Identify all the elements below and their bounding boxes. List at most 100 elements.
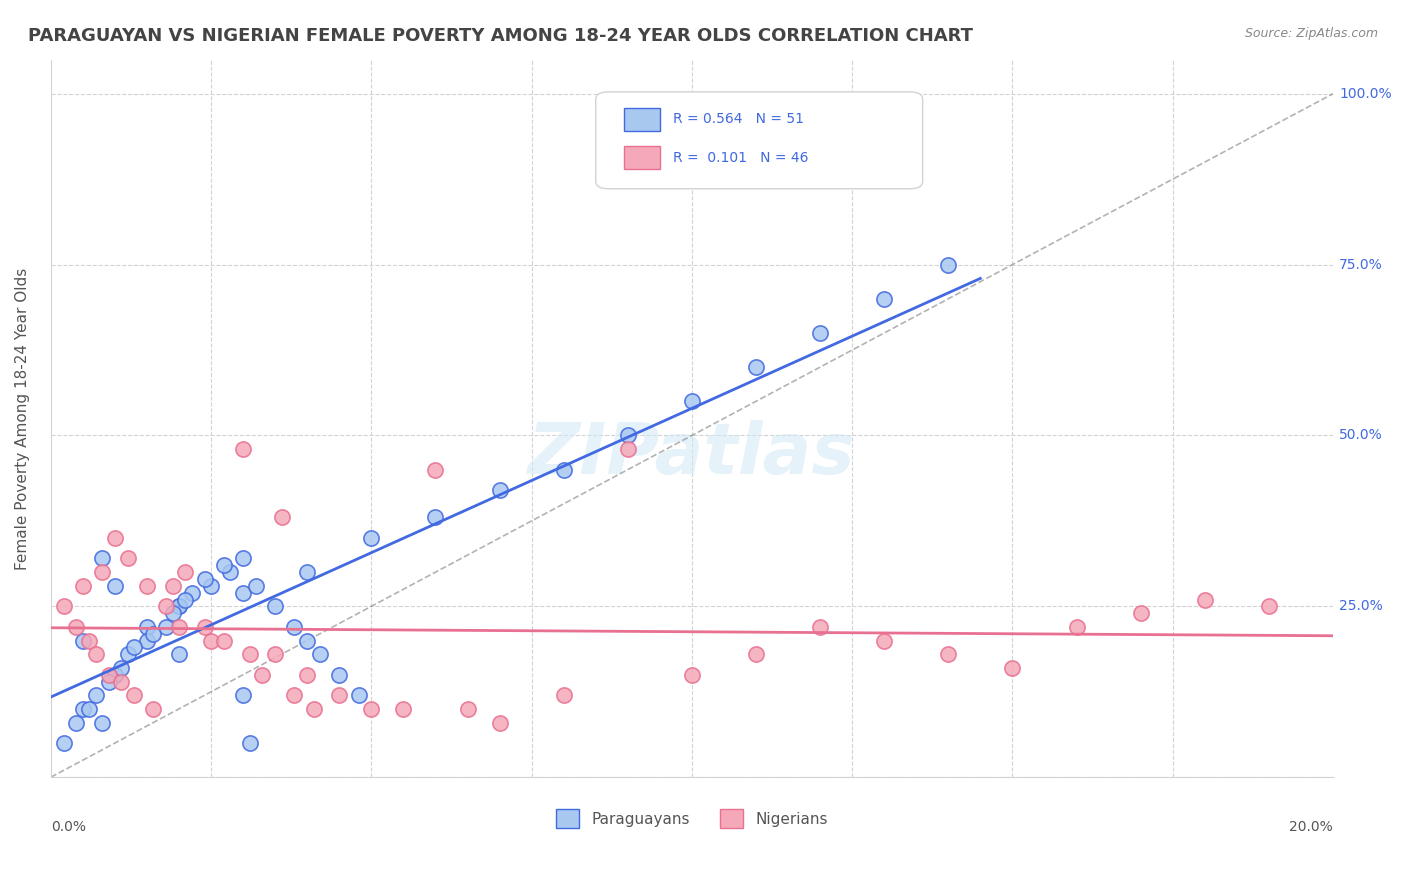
Point <box>167 620 190 634</box>
Point <box>488 715 510 730</box>
Point <box>297 565 319 579</box>
Text: 50.0%: 50.0% <box>1340 428 1384 442</box>
Point <box>84 647 107 661</box>
Point <box>347 688 370 702</box>
Point <box>425 463 447 477</box>
Point <box>91 715 114 730</box>
Point <box>155 599 177 614</box>
Text: 0.0%: 0.0% <box>51 821 86 834</box>
Point <box>162 606 184 620</box>
Point <box>97 667 120 681</box>
FancyBboxPatch shape <box>624 145 659 169</box>
Point <box>194 620 217 634</box>
Point <box>553 463 575 477</box>
Point <box>104 667 127 681</box>
Point <box>117 647 139 661</box>
Point <box>238 736 260 750</box>
Point <box>392 702 415 716</box>
Point <box>122 688 145 702</box>
Point <box>309 647 332 661</box>
Point <box>142 702 165 716</box>
Point <box>122 640 145 655</box>
Point <box>72 633 94 648</box>
Point <box>104 579 127 593</box>
Point <box>142 626 165 640</box>
FancyBboxPatch shape <box>624 108 659 131</box>
Text: 20.0%: 20.0% <box>1289 821 1333 834</box>
Point <box>457 702 479 716</box>
Point <box>936 647 959 661</box>
Point <box>936 258 959 272</box>
Point <box>212 633 235 648</box>
Text: 25.0%: 25.0% <box>1340 599 1384 614</box>
Point <box>808 326 831 340</box>
Point <box>52 736 75 750</box>
Point <box>232 585 254 599</box>
Point <box>52 599 75 614</box>
Point <box>91 565 114 579</box>
Point <box>264 647 287 661</box>
Point <box>297 667 319 681</box>
Point <box>162 579 184 593</box>
Point <box>136 620 159 634</box>
Point <box>328 667 350 681</box>
Point <box>488 483 510 497</box>
Point <box>65 620 87 634</box>
Point <box>745 360 768 375</box>
Point <box>155 620 177 634</box>
Point <box>1257 599 1279 614</box>
Point <box>174 592 197 607</box>
Text: 100.0%: 100.0% <box>1340 87 1392 101</box>
Point <box>1066 620 1088 634</box>
Point <box>283 688 305 702</box>
Point <box>200 633 222 648</box>
Text: 75.0%: 75.0% <box>1340 258 1384 272</box>
Point <box>553 688 575 702</box>
Text: R = 0.564   N = 51: R = 0.564 N = 51 <box>672 112 804 126</box>
Point <box>1194 592 1216 607</box>
Point <box>91 551 114 566</box>
Point <box>360 702 382 716</box>
Point <box>84 688 107 702</box>
Point <box>425 510 447 524</box>
Point <box>873 633 896 648</box>
Point <box>72 579 94 593</box>
Point <box>745 647 768 661</box>
Point <box>1129 606 1152 620</box>
Point <box>1001 661 1024 675</box>
Point <box>136 633 159 648</box>
Point <box>167 599 190 614</box>
Point <box>136 579 159 593</box>
Point <box>72 702 94 716</box>
Point <box>245 579 267 593</box>
Point <box>110 661 132 675</box>
Text: ZIPatlas: ZIPatlas <box>529 420 856 489</box>
Point <box>200 579 222 593</box>
Point <box>264 599 287 614</box>
Point <box>110 674 132 689</box>
Point <box>681 394 703 409</box>
Point <box>232 442 254 457</box>
Point <box>180 585 202 599</box>
Text: PARAGUAYAN VS NIGERIAN FEMALE POVERTY AMONG 18-24 YEAR OLDS CORRELATION CHART: PARAGUAYAN VS NIGERIAN FEMALE POVERTY AM… <box>28 27 973 45</box>
Point <box>104 667 127 681</box>
Point <box>167 599 190 614</box>
Point <box>194 572 217 586</box>
Point <box>238 647 260 661</box>
Point <box>104 531 127 545</box>
FancyBboxPatch shape <box>596 92 922 189</box>
Point <box>79 702 101 716</box>
Point <box>616 442 638 457</box>
Text: Source: ZipAtlas.com: Source: ZipAtlas.com <box>1244 27 1378 40</box>
Point <box>232 688 254 702</box>
Point <box>167 647 190 661</box>
Point <box>302 702 325 716</box>
Point <box>219 565 242 579</box>
Point <box>232 551 254 566</box>
Point <box>97 674 120 689</box>
Y-axis label: Female Poverty Among 18-24 Year Olds: Female Poverty Among 18-24 Year Olds <box>15 268 30 569</box>
Point <box>212 558 235 573</box>
Point <box>873 292 896 306</box>
Point <box>252 667 274 681</box>
Point <box>79 633 101 648</box>
